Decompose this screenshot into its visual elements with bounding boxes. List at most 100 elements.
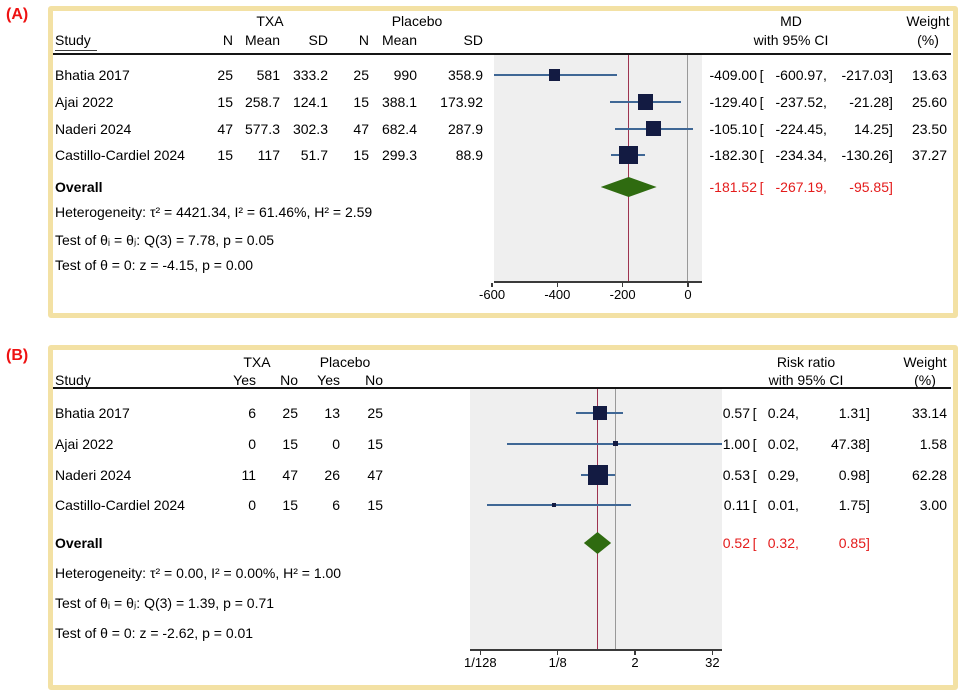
effect-header-line2: with 95% CI (768, 372, 844, 388)
effect-estimate: 0.53 (722, 467, 750, 483)
overall-label: Overall (55, 179, 103, 195)
comma: , (795, 497, 799, 513)
count-cell: 25 (353, 67, 369, 83)
stat-line: Test of θᵢ = θⱼ: Q(3) = 7.78, p = 0.05 (55, 232, 275, 248)
comma: , (795, 435, 799, 452)
weight-cell: 25.60 (911, 94, 947, 110)
effect-estimate: -182.30 (709, 147, 757, 163)
bracket-close: ] (866, 535, 870, 551)
effect-value: 0.57[ 0.24, 1.31] (716, 404, 870, 422)
study-column-header: Study (55, 372, 91, 388)
study-name: Castillo-Cardiel 2024 (55, 147, 185, 163)
ci-lower: 0.02 (767, 435, 795, 452)
weight-header-line2: (%) (914, 372, 936, 388)
effect-value: -105.10[ -224.45, 14.25] (695, 120, 893, 138)
weight-cell: 33.14 (911, 405, 947, 421)
col-header-sd2: SD (463, 32, 483, 48)
effect-estimate: 0.52 (722, 535, 750, 551)
col-header-n1: N (222, 32, 233, 48)
weight-header-line1: Weight (906, 13, 950, 29)
count-cell: 0 (332, 435, 340, 452)
txa-group-header: TXA (243, 354, 271, 370)
ci-lower: 0.29 (767, 467, 795, 483)
ci-lower: -234.34 (775, 147, 823, 163)
ci-upper: 1.31 (838, 405, 866, 421)
count-cell: 15 (282, 497, 298, 513)
count-cell: 358.9 (447, 67, 483, 83)
count-cell: 0 (248, 497, 256, 513)
study-name: Naderi 2024 (55, 120, 132, 137)
placebo-group-header: Placebo (319, 354, 371, 370)
effect-value: -409.00[ -600.97, -217.03] (695, 66, 893, 84)
overall-label: Overall (55, 535, 103, 551)
axis-tick (621, 283, 624, 287)
ci-upper: 14.25 (853, 120, 889, 137)
axis-tick-label: -600 (479, 287, 506, 302)
count-cell: 299.3 (381, 147, 417, 163)
overall-effect-value: 0.52[ 0.32, 0.85] (716, 534, 870, 552)
col-header-mean2: Mean (381, 32, 417, 48)
overall-line (596, 389, 599, 649)
stat-line: Test of θ = 0: z = -4.15, p = 0.00 (55, 257, 254, 273)
axis-tick-label: -400 (544, 287, 571, 302)
txa-group-header: TXA (256, 13, 284, 29)
count-cell: 388.1 (381, 94, 417, 110)
count-cell: 11 (241, 467, 256, 483)
ci-lower: 0.32 (767, 535, 795, 551)
axis-tick-label: 1/8 (548, 655, 567, 670)
ci-lower: -600.97 (775, 67, 823, 83)
null-line (687, 55, 689, 281)
count-cell: 173.92 (440, 94, 483, 110)
count-cell: 117 (257, 147, 280, 163)
weight-cell: 62.28 (911, 467, 947, 483)
effect-value: -182.30[ -234.34, -130.26] (695, 146, 893, 164)
axis-tick (479, 651, 482, 655)
effect-square (646, 121, 661, 136)
axis-tick-label: 1/128 (464, 655, 497, 670)
col-header-sd1: SD (308, 32, 328, 48)
count-cell: 15 (367, 497, 383, 513)
axis-tick (491, 283, 493, 287)
weight-cell: 23.50 (911, 120, 947, 137)
axis-tick (711, 651, 714, 655)
effect-header-line1: MD (780, 13, 802, 29)
count-cell: 287.9 (447, 120, 483, 137)
overall-diamond (583, 532, 612, 554)
effect-square (548, 69, 560, 81)
stat-line: Test of θᵢ = θⱼ: Q(3) = 1.39, p = 0.71 (55, 595, 275, 611)
bracket-open: [ (759, 147, 768, 163)
count-cell: 15 (353, 94, 369, 110)
col-header-no2: No (365, 372, 383, 388)
comma: , (795, 467, 799, 483)
bracket-open: [ (759, 94, 768, 110)
weight-cell: 3.00 (919, 497, 947, 513)
effect-square (638, 94, 654, 110)
ci-upper: 0.98 (838, 467, 866, 483)
effect-square (551, 502, 557, 508)
effect-value: 0.53[ 0.29, 0.98] (716, 466, 870, 484)
ci-lower: 0.01 (767, 497, 795, 513)
col-header-n2: N (358, 32, 369, 48)
bracket-open: [ (752, 467, 761, 483)
panel-label-a: (A) (6, 6, 29, 23)
bracket-close: ] (866, 435, 870, 452)
effect-header-line1: Risk ratio (776, 354, 836, 370)
ci-upper: -130.26 (841, 147, 889, 163)
comma: , (795, 405, 799, 421)
effect-header-line2: with 95% CI (753, 32, 829, 48)
count-cell: 990 (393, 67, 417, 83)
count-cell: 6 (248, 405, 256, 421)
bracket-close: ] (889, 147, 893, 163)
ci-lower: -224.45 (775, 120, 823, 137)
count-cell: 302.3 (292, 120, 328, 137)
study-name: Ajai 2022 (55, 94, 114, 110)
axis-tick-label: -200 (609, 287, 636, 302)
axis-tick-label: 2 (631, 655, 639, 670)
x-axis-line (494, 281, 702, 283)
col-header-mean1: Mean (244, 32, 280, 48)
effect-estimate: 1.00 (722, 435, 750, 452)
study-name: Naderi 2024 (55, 467, 132, 483)
comma: , (823, 147, 827, 163)
bracket-open: [ (759, 120, 768, 137)
